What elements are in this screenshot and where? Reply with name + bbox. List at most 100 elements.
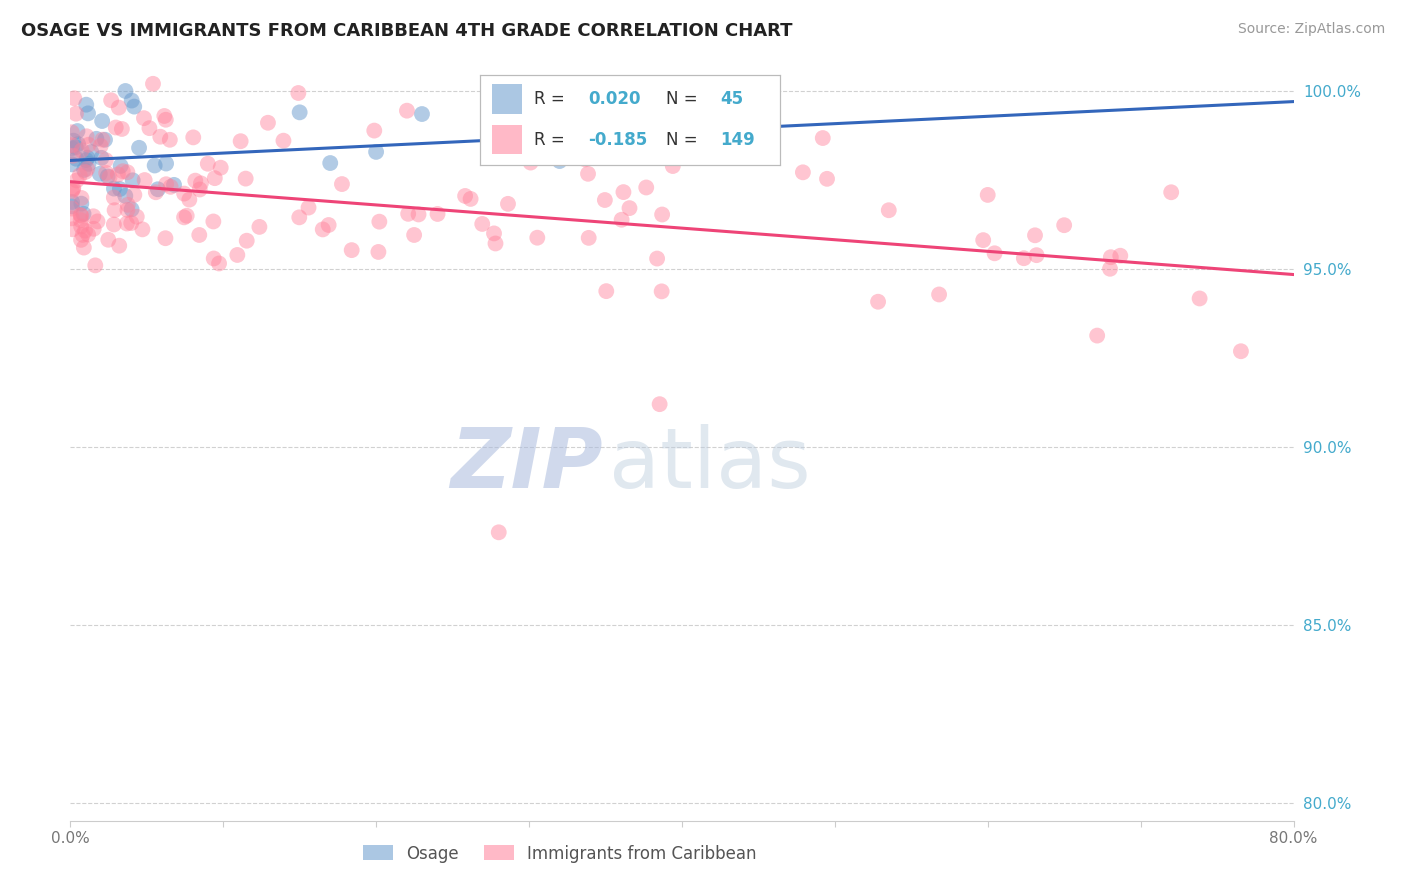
Point xyxy=(1085,328,1108,343)
Point xyxy=(149,129,172,144)
Point xyxy=(482,227,505,241)
Point xyxy=(121,202,143,217)
Point xyxy=(98,170,121,185)
Point xyxy=(96,166,118,180)
Point xyxy=(983,246,1005,260)
Point xyxy=(651,207,673,221)
Point xyxy=(612,185,634,199)
Point xyxy=(143,159,166,173)
Point xyxy=(65,140,87,154)
Point xyxy=(1012,251,1035,265)
Point xyxy=(179,193,201,207)
Point xyxy=(60,199,83,213)
Point xyxy=(90,139,112,153)
Point xyxy=(107,168,129,182)
Point xyxy=(62,182,84,196)
Point xyxy=(197,157,219,171)
Point xyxy=(488,525,510,540)
Point xyxy=(89,167,111,181)
Point xyxy=(366,145,388,159)
Point xyxy=(645,252,668,266)
Point xyxy=(80,145,103,160)
Point xyxy=(62,134,84,148)
Point xyxy=(86,132,108,146)
Point xyxy=(75,153,97,168)
Point xyxy=(610,212,633,227)
Point xyxy=(972,233,994,247)
Point xyxy=(526,230,548,244)
Point xyxy=(131,222,153,236)
Point xyxy=(1099,261,1122,276)
Point xyxy=(595,284,617,298)
Point xyxy=(114,189,136,203)
Point xyxy=(75,165,97,179)
Point xyxy=(209,161,232,175)
Point xyxy=(395,103,418,118)
Point xyxy=(76,129,98,144)
Point xyxy=(60,138,83,153)
Point xyxy=(297,201,319,215)
Point xyxy=(229,134,252,148)
Point xyxy=(928,287,950,301)
Point xyxy=(60,194,83,209)
Point xyxy=(811,131,834,145)
Point xyxy=(104,120,127,135)
Point xyxy=(65,173,87,187)
Point xyxy=(72,207,94,221)
Point xyxy=(576,167,599,181)
Point xyxy=(115,217,138,231)
Point xyxy=(815,171,838,186)
Text: OSAGE VS IMMIGRANTS FROM CARIBBEAN 4TH GRADE CORRELATION CHART: OSAGE VS IMMIGRANTS FROM CARIBBEAN 4TH G… xyxy=(21,22,793,40)
Point xyxy=(60,184,83,198)
Point xyxy=(173,186,195,201)
Point xyxy=(519,155,541,169)
Point xyxy=(1024,228,1046,243)
Point xyxy=(97,169,120,184)
Point xyxy=(62,149,84,163)
Point xyxy=(976,188,998,202)
Point xyxy=(202,214,225,228)
Point xyxy=(117,198,139,212)
Point xyxy=(82,209,104,223)
Point xyxy=(188,182,211,196)
Point xyxy=(110,159,132,173)
Point xyxy=(318,218,340,232)
Point xyxy=(226,248,249,262)
Point xyxy=(273,134,295,148)
Point xyxy=(104,203,127,218)
Point xyxy=(77,157,100,171)
Point xyxy=(107,101,129,115)
Point xyxy=(363,123,385,137)
Point xyxy=(134,173,156,187)
Point xyxy=(496,197,519,211)
Point xyxy=(120,216,142,230)
Point xyxy=(128,141,150,155)
Point xyxy=(117,202,139,217)
Point xyxy=(145,186,167,200)
Point xyxy=(76,161,98,176)
Point xyxy=(340,243,363,257)
Point xyxy=(75,97,97,112)
Point xyxy=(60,157,83,171)
Point xyxy=(671,138,693,153)
Point xyxy=(1188,292,1211,306)
Point xyxy=(103,190,125,204)
Point xyxy=(176,209,198,223)
Point xyxy=(70,191,93,205)
Text: atlas: atlas xyxy=(609,424,810,505)
Point xyxy=(319,156,342,170)
Text: ZIP: ZIP xyxy=(450,424,602,505)
Point xyxy=(63,91,86,105)
Point xyxy=(60,202,83,216)
Point xyxy=(60,211,83,226)
Text: Source: ZipAtlas.com: Source: ZipAtlas.com xyxy=(1237,22,1385,37)
Point xyxy=(1099,250,1122,264)
Point xyxy=(247,219,270,234)
Point xyxy=(190,177,212,191)
Point xyxy=(593,193,616,207)
Point xyxy=(73,241,96,255)
Point xyxy=(65,152,87,166)
Point xyxy=(155,156,177,170)
Point xyxy=(111,164,134,178)
Point xyxy=(330,177,353,191)
